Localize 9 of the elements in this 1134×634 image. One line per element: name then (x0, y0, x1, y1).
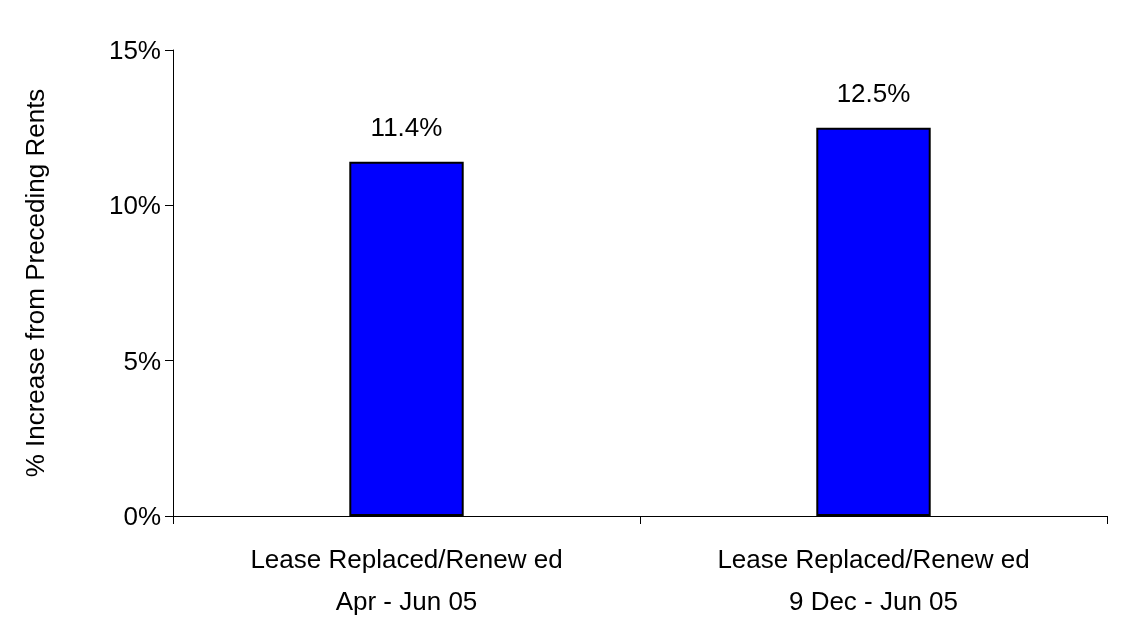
y-tick-label: 15% (108, 35, 161, 65)
y-tick-label: 10% (108, 190, 161, 221)
data-label: 12.5% (836, 77, 911, 108)
y-axis-title: % Increase from Preceding Rents (20, 88, 50, 478)
x-tick-label: Lease Replaced/Renew ed Apr - Jun 05 (250, 544, 563, 616)
y-tick-label: 0% (123, 501, 161, 531)
y-tick-label: 5% (123, 345, 161, 376)
data-label: 11.4% (370, 111, 443, 142)
x-tick-label: Lease Replaced/Renew ed 9 Dec - Jun 05 (717, 544, 1030, 616)
